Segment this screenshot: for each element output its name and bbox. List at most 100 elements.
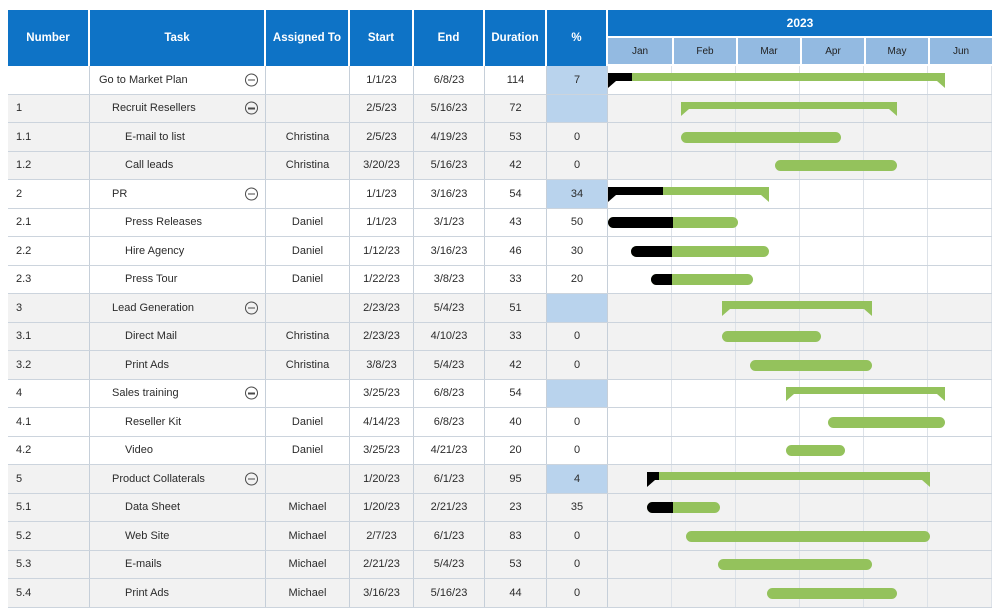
assigned-cell[interactable]: Daniel [266,408,350,436]
assigned-cell[interactable]: Daniel [266,237,350,265]
number-cell[interactable]: 3.2 [8,351,90,379]
end-cell[interactable]: 3/16/23 [414,180,485,208]
duration-cell[interactable]: 114 [485,66,547,94]
assigned-cell[interactable] [266,294,350,322]
end-cell[interactable]: 5/4/23 [414,294,485,322]
duration-cell[interactable]: 20 [485,436,547,464]
percent-cell[interactable]: 0 [547,151,608,179]
gantt-bar-task[interactable] [722,331,822,342]
start-cell[interactable]: 2/7/23 [350,522,414,550]
assigned-cell[interactable]: Daniel [266,436,350,464]
percent-cell[interactable]: 0 [547,123,608,151]
end-cell[interactable]: 5/16/23 [414,151,485,179]
percent-cell[interactable]: 7 [547,66,608,94]
percent-cell[interactable] [547,379,608,407]
column-header-end[interactable]: End [414,10,485,66]
end-cell[interactable]: 5/16/23 [414,94,485,122]
task-cell[interactable]: Press Tour [90,265,266,293]
task-cell[interactable]: Go to Market Plan [90,66,266,94]
collapse-icon[interactable] [245,301,258,315]
percent-cell[interactable]: 20 [547,265,608,293]
assigned-cell[interactable] [266,94,350,122]
gantt-bar-task[interactable] [785,445,845,456]
gantt-bar-task[interactable] [630,245,770,257]
assigned-cell[interactable]: Michael [266,493,350,521]
number-cell[interactable]: 1.2 [8,151,90,179]
start-cell[interactable]: 2/5/23 [350,94,414,122]
percent-cell[interactable]: 0 [547,436,608,464]
start-cell[interactable]: 2/5/23 [350,123,414,151]
task-cell[interactable]: Call leads [90,151,266,179]
start-cell[interactable]: 3/8/23 [350,351,414,379]
gantt-bar-task[interactable] [651,274,753,285]
column-header-start[interactable]: Start [350,10,414,66]
duration-cell[interactable]: 33 [485,322,547,350]
assigned-cell[interactable]: Christina [266,151,350,179]
duration-cell[interactable]: 42 [485,351,547,379]
number-cell[interactable]: 5.2 [8,522,90,550]
assigned-cell[interactable] [266,379,350,407]
assigned-cell[interactable]: Michael [266,579,350,607]
start-cell[interactable]: 1/1/23 [350,208,414,236]
gantt-bar-task[interactable] [827,416,946,428]
duration-cell[interactable]: 72 [485,94,547,122]
start-cell[interactable]: 1/1/23 [350,180,414,208]
task-cell[interactable]: Recruit Resellers [90,94,266,122]
end-cell[interactable]: 4/19/23 [414,123,485,151]
number-cell[interactable] [8,66,90,94]
start-cell[interactable]: 1/20/23 [350,493,414,521]
collapse-icon[interactable] [245,472,258,486]
end-cell[interactable]: 5/4/23 [414,550,485,578]
number-cell[interactable]: 4 [8,379,90,407]
column-header-percent[interactable]: % [547,10,608,66]
duration-cell[interactable]: 40 [485,408,547,436]
end-cell[interactable]: 5/16/23 [414,579,485,607]
collapse-icon[interactable] [245,101,258,115]
duration-cell[interactable]: 33 [485,265,547,293]
number-cell[interactable]: 2.3 [8,265,90,293]
gantt-bar-task[interactable] [681,131,841,143]
collapse-icon[interactable] [245,187,258,201]
start-cell[interactable]: 3/20/23 [350,151,414,179]
collapse-icon[interactable] [245,386,258,400]
gantt-bar-task[interactable] [608,217,739,228]
percent-cell[interactable]: 35 [547,493,608,521]
assigned-cell[interactable]: Daniel [266,208,350,236]
assigned-cell[interactable]: Christina [266,322,350,350]
duration-cell[interactable]: 42 [485,151,547,179]
gantt-bar-task[interactable] [717,559,873,570]
task-cell[interactable]: E-mail to list [90,123,266,151]
task-cell[interactable]: Press Releases [90,208,266,236]
number-cell[interactable]: 3.1 [8,322,90,350]
percent-cell[interactable] [547,94,608,122]
duration-cell[interactable]: 53 [485,123,547,151]
start-cell[interactable]: 1/22/23 [350,265,414,293]
task-cell[interactable]: Direct Mail [90,322,266,350]
percent-cell[interactable]: 0 [547,351,608,379]
start-cell[interactable]: 1/20/23 [350,465,414,493]
start-cell[interactable]: 3/25/23 [350,379,414,407]
duration-cell[interactable]: 95 [485,465,547,493]
gantt-bar-task[interactable] [750,359,873,371]
number-cell[interactable]: 5.1 [8,493,90,521]
end-cell[interactable]: 6/8/23 [414,408,485,436]
task-cell[interactable]: Web Site [90,522,266,550]
percent-cell[interactable]: 4 [547,465,608,493]
task-cell[interactable]: Sales training [90,379,266,407]
end-cell[interactable]: 6/8/23 [414,379,485,407]
percent-cell[interactable]: 0 [547,522,608,550]
assigned-cell[interactable]: Michael [266,522,350,550]
assigned-cell[interactable] [266,465,350,493]
task-cell[interactable]: Hire Agency [90,237,266,265]
duration-cell[interactable]: 54 [485,379,547,407]
task-cell[interactable]: Print Ads [90,579,266,607]
duration-cell[interactable]: 53 [485,550,547,578]
column-header-assigned-to[interactable]: Assigned To [266,10,350,66]
number-cell[interactable]: 5 [8,465,90,493]
percent-cell[interactable]: 34 [547,180,608,208]
gantt-bar-summary[interactable] [608,73,946,94]
duration-cell[interactable]: 44 [485,579,547,607]
number-cell[interactable]: 4.2 [8,436,90,464]
column-header-number[interactable]: Number [8,10,90,66]
percent-cell[interactable]: 0 [547,408,608,436]
